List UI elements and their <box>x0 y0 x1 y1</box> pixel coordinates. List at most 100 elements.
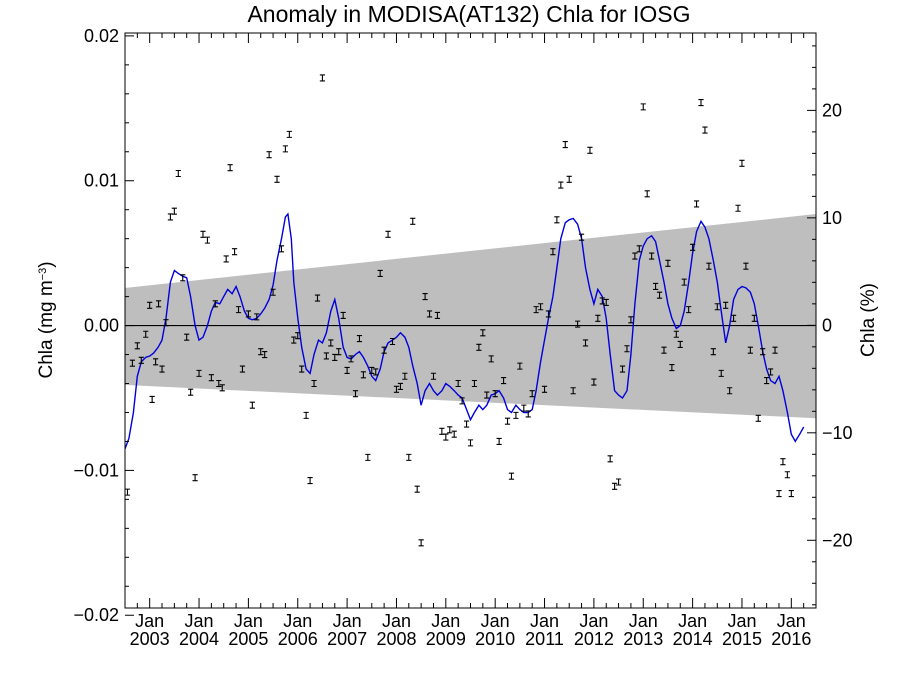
monthly-anomaly-point <box>414 485 420 493</box>
monthly-anomaly-point <box>328 339 334 347</box>
monthly-anomaly-point <box>381 346 387 354</box>
monthly-anomaly-point <box>439 427 445 435</box>
x-tick-year-label: 2005 <box>228 629 268 649</box>
monthly-anomaly-point <box>459 397 465 405</box>
monthly-anomaly-point <box>422 293 428 301</box>
monthly-anomaly-point <box>223 255 229 263</box>
monthly-anomaly-point <box>702 126 708 134</box>
monthly-anomaly-point <box>706 262 712 270</box>
monthly-anomaly-point <box>665 259 671 267</box>
x-tick-month-label: Jan <box>431 611 460 631</box>
monthly-anomaly-point <box>451 430 457 438</box>
monthly-anomaly-point <box>504 417 511 425</box>
monthly-anomaly-point <box>163 319 169 327</box>
monthly-anomaly-point <box>578 233 585 241</box>
monthly-anomaly-point <box>681 278 687 286</box>
monthly-anomaly-point <box>171 207 177 215</box>
monthly-anomaly-point <box>340 311 346 319</box>
monthly-anomaly-point <box>467 439 474 447</box>
monthly-anomaly-point <box>204 236 211 244</box>
x-tick-year-label: 2013 <box>623 629 663 649</box>
monthly-anomaly-point <box>303 411 309 419</box>
monthly-anomaly-point <box>258 348 264 356</box>
monthly-anomaly-point <box>661 346 667 354</box>
plot-area: −0.02−0.010.000.010.02−20−1001020Jan2003… <box>73 26 852 649</box>
monthly-anomaly-point <box>274 175 280 183</box>
x-tick-year-label: 2011 <box>525 629 564 649</box>
monthly-anomaly-point <box>360 371 366 379</box>
monthly-anomaly-point <box>764 377 770 385</box>
monthly-anomaly-point <box>743 262 749 270</box>
x-tick-month-label: Jan <box>185 611 214 631</box>
x-tick-month-label: Jan <box>727 611 756 631</box>
monthly-anomaly-point <box>755 414 761 422</box>
monthly-anomaly-point <box>143 330 149 338</box>
monthly-anomaly-point <box>282 145 289 153</box>
y-right-tick-label: −20 <box>822 530 853 550</box>
monthly-anomaly-point <box>216 379 222 388</box>
monthly-anomaly-point <box>607 455 613 463</box>
monthly-anomaly-point <box>418 539 424 547</box>
monthly-anomaly-point <box>550 248 556 256</box>
monthly-anomaly-point <box>410 217 416 225</box>
monthly-anomaly-point <box>500 377 507 385</box>
monthly-anomaly-point <box>521 404 527 412</box>
monthly-anomaly-point <box>348 355 354 363</box>
monthly-anomaly-point <box>476 343 482 351</box>
y-axis-left-label: Chla (mg m−3) <box>36 261 57 378</box>
monthly-anomaly-point <box>434 311 441 319</box>
y-left-tick-label: −0.01 <box>73 460 119 480</box>
x-tick-year-label: 2012 <box>574 629 614 649</box>
monthly-anomaly-point <box>619 365 626 373</box>
monthly-anomaly-point <box>690 243 696 251</box>
x-tick-year-label: 2016 <box>771 629 811 649</box>
monthly-anomaly-point <box>677 340 683 348</box>
monthly-anomaly-point <box>254 313 260 321</box>
monthly-anomaly-point <box>200 230 206 238</box>
monthly-anomaly-point <box>155 300 162 308</box>
monthly-anomaly-point <box>175 169 181 178</box>
monthly-anomaly-point <box>344 366 350 375</box>
x-tick-year-label: 2014 <box>673 629 713 649</box>
monthly-anomaly-point <box>138 356 144 364</box>
monthly-anomaly-point <box>356 335 363 343</box>
monthly-anomaly-point <box>624 345 630 353</box>
monthly-anomaly-point <box>447 426 453 434</box>
monthly-anomaly-point <box>537 303 544 311</box>
x-tick-month-label: Jan <box>530 611 559 631</box>
monthly-anomaly-point <box>443 433 449 441</box>
monthly-anomaly-point <box>311 379 317 388</box>
monthly-anomaly-point <box>587 146 593 154</box>
monthly-anomaly-point <box>336 348 342 356</box>
monthly-anomaly-point <box>134 342 140 350</box>
monthly-anomaly-point <box>636 245 642 253</box>
monthly-anomaly-point <box>747 346 753 354</box>
monthly-anomaly-point <box>231 248 238 256</box>
monthly-anomaly-point <box>735 204 741 212</box>
monthly-anomaly-point <box>686 306 692 314</box>
monthly-anomaly-point <box>632 252 638 260</box>
monthly-anomaly-point <box>558 181 564 189</box>
monthly-anomaly-point <box>714 303 720 311</box>
y-left-tick-label: 0.01 <box>84 171 119 191</box>
monthly-anomaly-point <box>788 490 794 498</box>
y-left-tick-label: 0.00 <box>84 316 119 336</box>
monthly-anomaly-point <box>188 388 194 396</box>
monthly-anomaly-point <box>603 298 609 306</box>
monthly-anomaly-point <box>582 339 589 347</box>
x-tick-month-label: Jan <box>579 611 608 631</box>
monthly-anomaly-point <box>612 482 618 490</box>
x-tick-month-label: Jan <box>678 611 707 631</box>
monthly-anomaly-point <box>180 274 186 282</box>
y-axis-right-label: Chla (%) <box>858 283 879 357</box>
monthly-anomaly-point <box>529 390 535 398</box>
y-left-tick-label: 0.02 <box>84 26 119 46</box>
chart-title: Anomaly in MODISA(AT132) Chla for IOSG <box>247 1 690 27</box>
monthly-anomaly-point <box>669 364 675 372</box>
monthly-anomaly-point <box>644 190 650 198</box>
monthly-anomaly-point <box>295 332 301 340</box>
monthly-anomaly-point <box>314 294 321 302</box>
x-tick-year-label: 2004 <box>179 629 219 649</box>
monthly-anomaly-point <box>235 306 242 314</box>
monthly-anomaly-point <box>751 314 757 322</box>
